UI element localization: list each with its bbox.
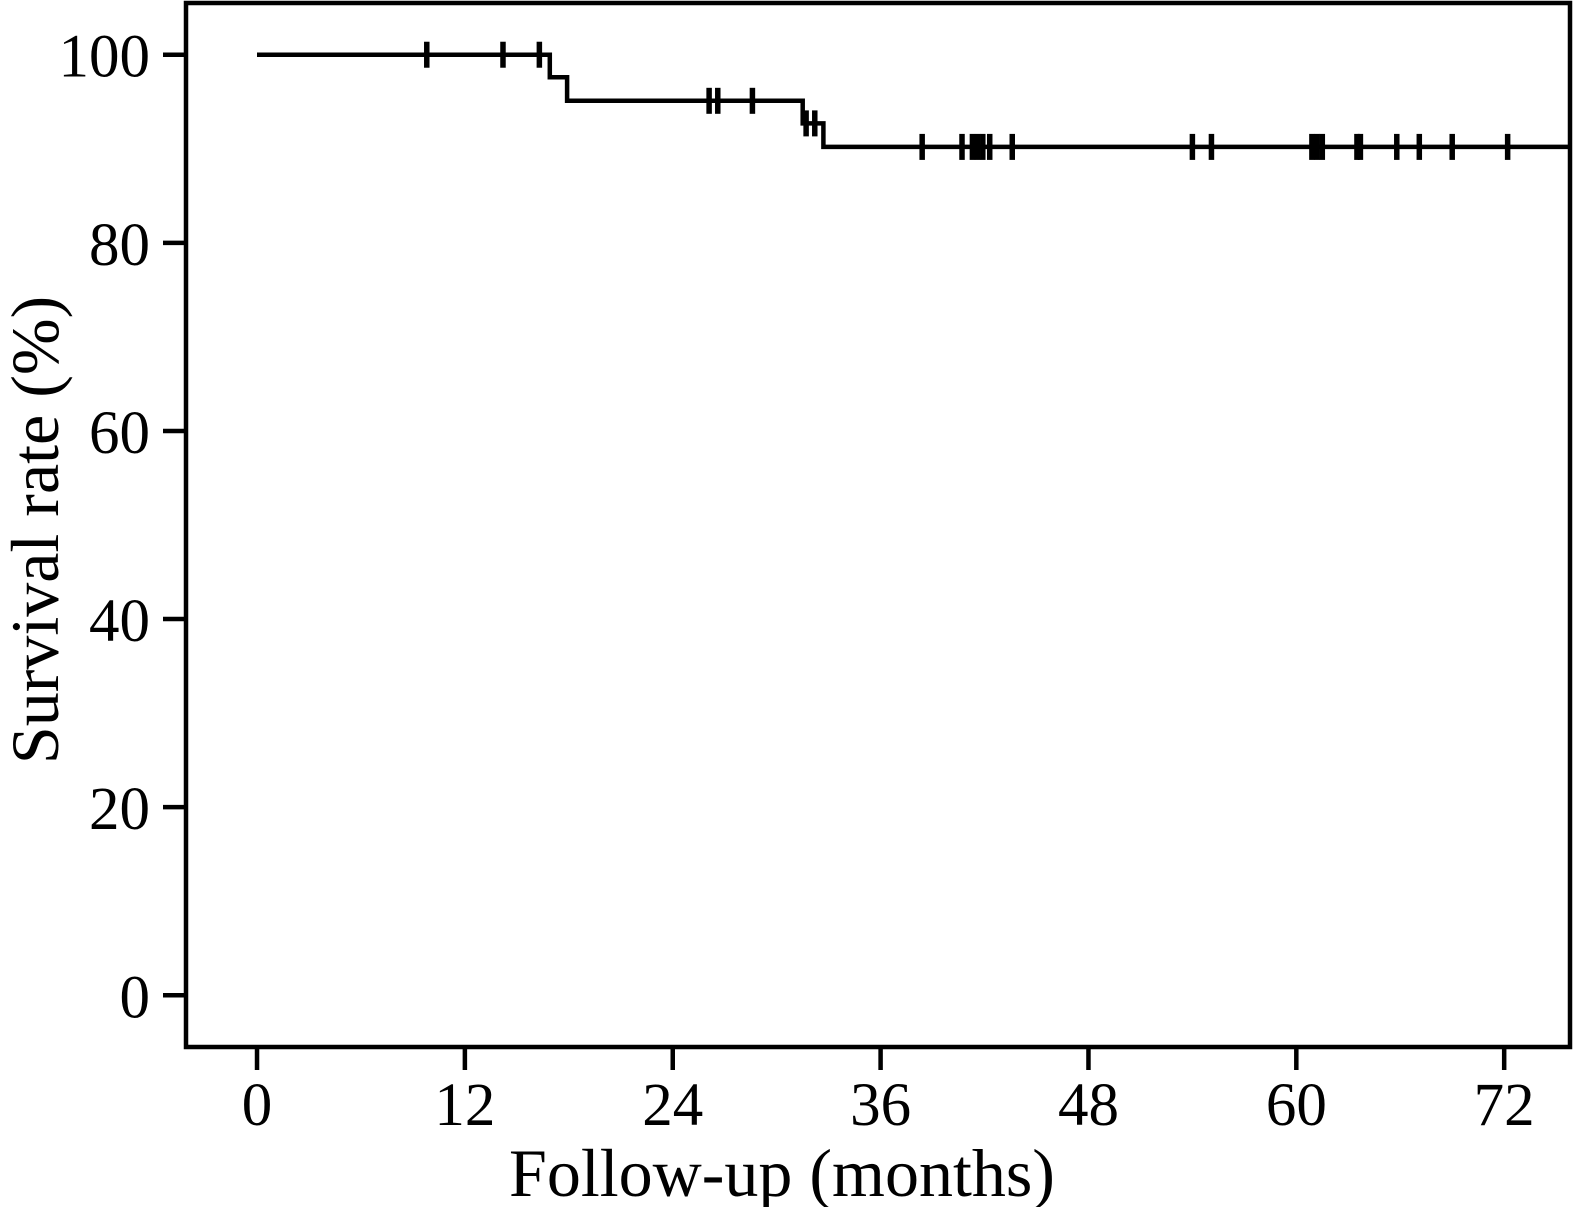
x-tick-label-2: 24: [642, 1072, 703, 1139]
plot-frame: [183, 0, 1573, 1050]
y-axis-title: Survival rate (%): [0, 296, 73, 764]
x-tick-label-5: 60: [1266, 1072, 1327, 1139]
survival-step-curve: [257, 52, 1570, 150]
x-tick-label-1: 12: [434, 1072, 495, 1139]
x-tick-label-3: 36: [850, 1072, 911, 1139]
y-tick-label-4: 80: [89, 212, 150, 279]
x-tick-label-6: 72: [1474, 1072, 1535, 1139]
y-tick-label-1: 20: [89, 776, 150, 843]
y-tick-label-5: 100: [59, 24, 151, 91]
y-tick-label-3: 60: [89, 400, 150, 467]
y-tick-label-2: 40: [89, 588, 150, 655]
y-tick-label-0: 0: [120, 964, 151, 1031]
x-tick-label-0: 0: [242, 1072, 273, 1139]
x-axis-title: Follow-up (months): [509, 1135, 1055, 1207]
x-tick-label-4: 48: [1058, 1072, 1119, 1139]
